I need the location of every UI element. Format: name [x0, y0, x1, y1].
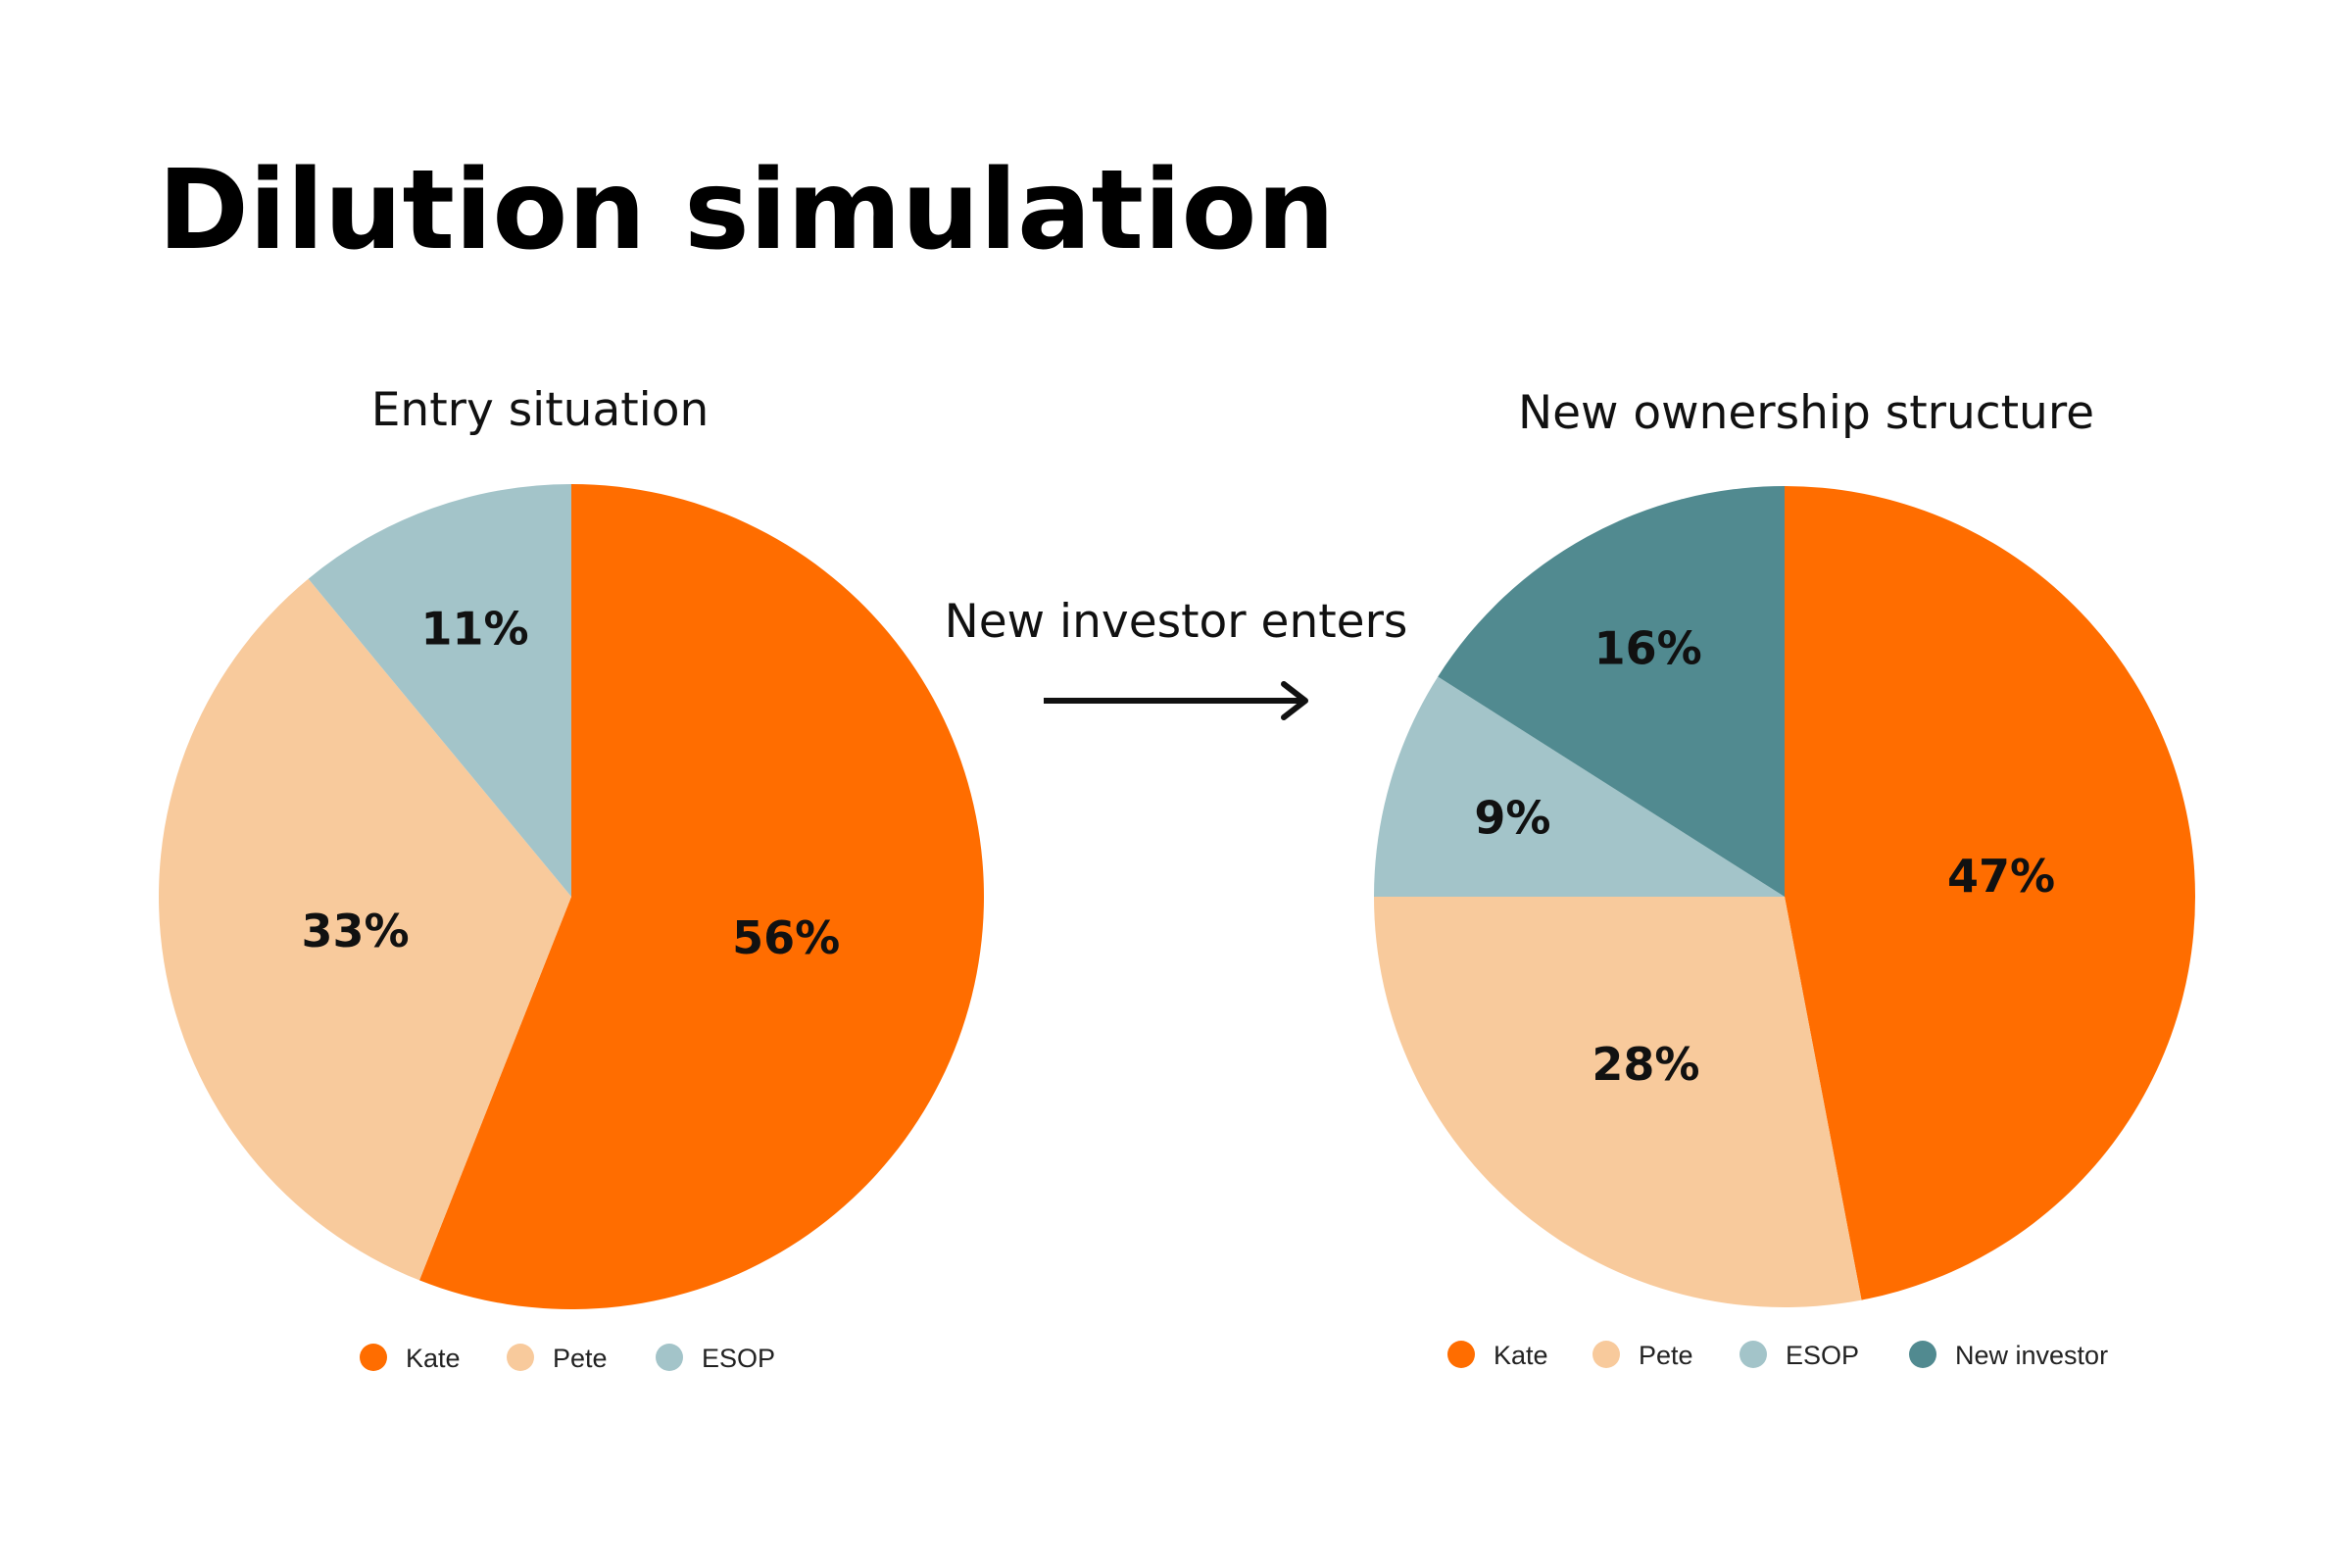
transition-label: New investor enters: [945, 595, 1408, 649]
legend-item-kate: Kate: [360, 1344, 461, 1373]
pie-slice-pete: [158, 578, 572, 1281]
arrow-right-icon: [1044, 681, 1308, 720]
legend-item-pete: Pete: [1592, 1341, 1693, 1370]
legend-item-esop: ESOP: [656, 1344, 775, 1373]
pie-slice-esop: [308, 484, 571, 897]
right-chart-title: New ownership structure: [1518, 386, 2094, 440]
slice-label: 16%: [1594, 622, 1702, 675]
legend-label: New investor: [1955, 1341, 2108, 1370]
slice-label: 47%: [1947, 850, 2055, 903]
slice-label: 9%: [1474, 791, 1550, 844]
left-chart-title: Entry situation: [371, 383, 710, 437]
legend-swatch: [1447, 1341, 1475, 1368]
legend-label: Kate: [1494, 1341, 1548, 1370]
slice-label: 28%: [1592, 1038, 1699, 1091]
legend-swatch: [507, 1344, 534, 1371]
pie-slice-kate: [419, 484, 984, 1309]
pie-slice-pete: [1374, 897, 1862, 1308]
slice-label: 56%: [732, 911, 840, 964]
pie-slice-esop: [1374, 676, 1785, 897]
right-pie-chart: 47% 28% 9% 16%: [1374, 486, 2196, 1308]
legend-swatch: [1909, 1341, 1936, 1368]
legend-swatch: [1592, 1341, 1620, 1368]
pie-slice-kate: [1785, 486, 2196, 1300]
legend-item-kate: Kate: [1447, 1341, 1548, 1370]
legend-swatch: [656, 1344, 683, 1371]
pie-slice-new-investor: [1438, 486, 1785, 897]
legend-item-esop: ESOP: [1740, 1341, 1859, 1370]
slice-label: 33%: [302, 905, 410, 957]
slice-label: 11%: [421, 603, 529, 656]
legend-label: Kate: [406, 1344, 461, 1373]
page-title: Dilution simulation: [158, 147, 1335, 274]
legend-label: Pete: [553, 1344, 608, 1373]
legend-item-pete: Pete: [507, 1344, 608, 1373]
legend-swatch: [1740, 1341, 1767, 1368]
left-legend: Kate Pete ESOP: [360, 1344, 775, 1373]
left-pie-chart: 56% 33% 11%: [158, 484, 984, 1309]
legend-label: ESOP: [702, 1344, 775, 1373]
legend-swatch: [360, 1344, 387, 1371]
legend-item-new-investor: New investor: [1909, 1341, 2108, 1370]
legend-label: ESOP: [1786, 1341, 1859, 1370]
right-legend: Kate Pete ESOP New investor: [1447, 1341, 2108, 1370]
legend-label: Pete: [1639, 1341, 1693, 1370]
